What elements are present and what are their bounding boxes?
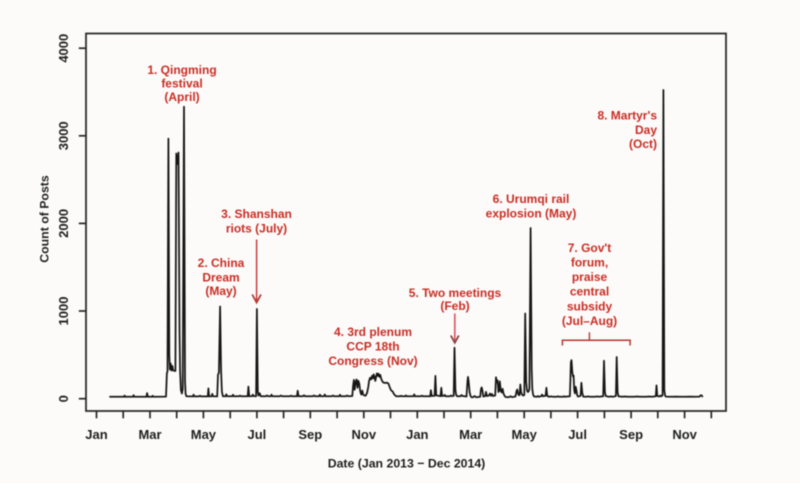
svg-text:8. Martyr's: 8. Martyr's	[597, 109, 657, 123]
svg-text:central: central	[570, 285, 609, 299]
svg-text:Dream: Dream	[202, 270, 239, 284]
svg-text:3. Shanshan: 3. Shanshan	[221, 207, 292, 221]
svg-text:Jan: Jan	[406, 427, 428, 442]
svg-text:Jul: Jul	[568, 427, 587, 442]
svg-text:5. Two meetings: 5. Two meetings	[409, 286, 502, 300]
svg-text:Jan: Jan	[85, 427, 107, 442]
svg-text:1. Qingming: 1. Qingming	[147, 63, 216, 77]
svg-text:4000: 4000	[56, 34, 71, 63]
svg-text:Nov: Nov	[352, 427, 377, 442]
svg-text:Sep: Sep	[619, 427, 643, 442]
svg-text:Date (Jan 2013 − Dec 2014): Date (Jan 2013 − Dec 2014)	[328, 457, 486, 471]
svg-text:Congress (Nov): Congress (Nov)	[328, 354, 417, 368]
svg-text:forum,: forum,	[571, 256, 608, 270]
svg-text:2. China: 2. China	[198, 256, 245, 270]
svg-text:festival: festival	[161, 76, 202, 90]
svg-text:Day: Day	[635, 123, 657, 137]
svg-text:(Feb): (Feb)	[440, 299, 469, 313]
svg-text:praise: praise	[572, 270, 608, 284]
svg-text:May: May	[512, 427, 538, 442]
svg-text:6. Urumqi rail: 6. Urumqi rail	[493, 192, 570, 206]
svg-text:(April): (April)	[164, 90, 199, 104]
svg-text:3000: 3000	[56, 121, 71, 150]
svg-text:(May): (May)	[205, 284, 236, 298]
svg-text:May: May	[191, 427, 217, 442]
svg-text:CCP 18th: CCP 18th	[346, 339, 399, 353]
svg-text:Mar: Mar	[138, 427, 161, 442]
svg-text:riots (July): riots (July)	[226, 221, 287, 235]
svg-text:Nov: Nov	[672, 427, 697, 442]
svg-text:2000: 2000	[56, 209, 71, 238]
svg-text:(Jul–Aug): (Jul–Aug)	[562, 314, 617, 328]
svg-text:explosion (May): explosion (May)	[486, 206, 577, 220]
svg-text:0: 0	[56, 395, 71, 402]
svg-text:Sep: Sep	[298, 427, 322, 442]
svg-text:Count of Posts: Count of Posts	[38, 175, 52, 263]
svg-text:Mar: Mar	[459, 427, 482, 442]
svg-text:7. Gov't: 7. Gov't	[568, 241, 612, 255]
svg-text:Jul: Jul	[248, 427, 267, 442]
svg-text:4. 3rd plenum: 4. 3rd plenum	[334, 325, 412, 339]
svg-text:(Oct): (Oct)	[629, 137, 657, 151]
svg-text:1000: 1000	[56, 297, 71, 326]
svg-text:subsidy: subsidy	[567, 300, 613, 314]
